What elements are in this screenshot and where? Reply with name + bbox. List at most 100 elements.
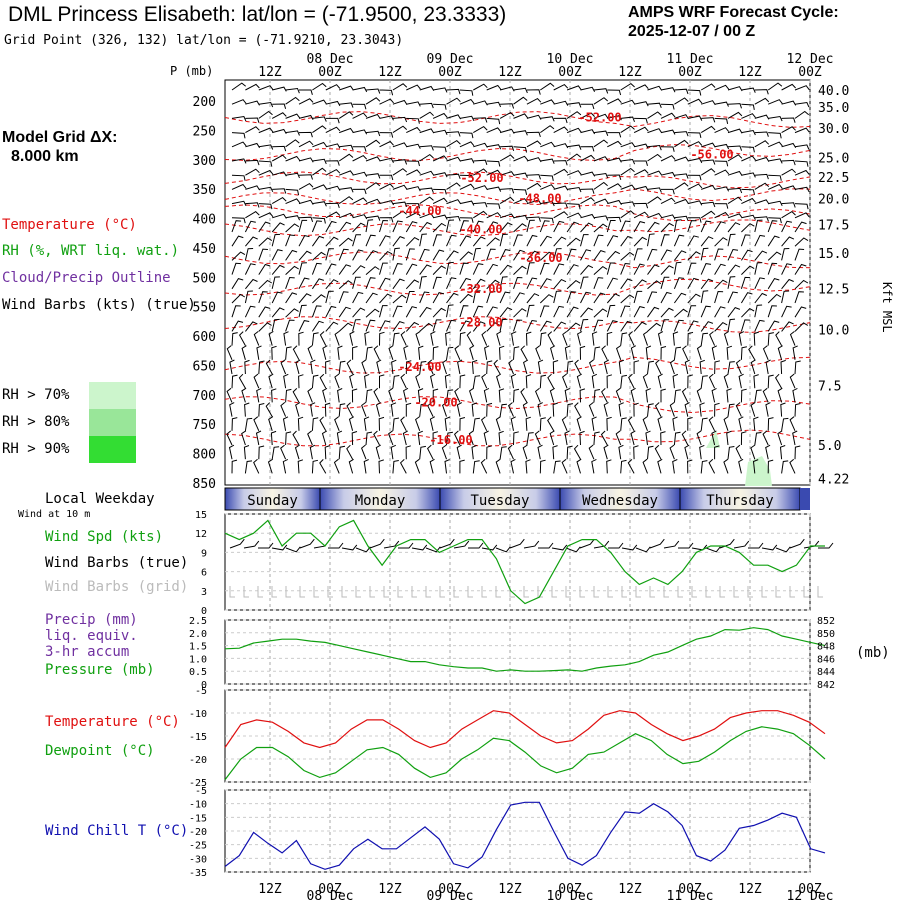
wind-barb <box>566 212 582 219</box>
wind-barb <box>781 126 796 134</box>
wind-barb <box>406 186 421 192</box>
wind-barb <box>660 388 666 403</box>
wind-barb <box>352 291 364 304</box>
wind-barb <box>311 262 322 275</box>
series-line <box>224 519 825 605</box>
wind-barb <box>765 402 771 417</box>
wind-barb <box>606 304 616 318</box>
wind-barb <box>633 84 649 91</box>
panel-frame <box>224 689 811 783</box>
wind-barb <box>723 458 729 474</box>
wind-barb <box>794 279 809 290</box>
wind-barb <box>472 263 484 275</box>
wind-barb <box>258 186 274 193</box>
wind-barb <box>403 345 409 360</box>
y-tick-label: -20 <box>189 827 207 838</box>
wind-barb <box>768 115 783 122</box>
wind-barb <box>726 388 732 403</box>
series-line <box>224 726 826 781</box>
wind-barb <box>312 99 328 105</box>
wind-barb <box>781 142 797 149</box>
wind-barb <box>618 402 624 417</box>
grid-wind-barb <box>285 586 291 598</box>
wind-barb <box>392 220 403 233</box>
top-hour-label: 12Z <box>618 65 642 80</box>
wind-barb <box>446 346 454 360</box>
wind-barb <box>298 98 314 105</box>
wind-barb <box>499 196 515 205</box>
wind-barb <box>513 346 520 360</box>
contour-label: -56.00 <box>690 147 733 161</box>
wind-barb <box>311 332 319 346</box>
top-hour-label: 12Z <box>378 65 402 80</box>
wind-barb <box>620 82 635 91</box>
top-hour-label: 12Z <box>498 65 522 80</box>
model-grid-value: 8.000 km <box>11 148 79 165</box>
wind-barb <box>499 307 513 318</box>
wind-barb <box>727 145 743 151</box>
height-tick-label: 40.0 <box>818 84 849 99</box>
wind-barb <box>486 160 501 167</box>
wind-barb <box>231 251 246 261</box>
grid-wind-barb <box>719 586 725 598</box>
wind-barb <box>310 402 316 417</box>
wind-barb <box>792 387 798 403</box>
wind-barb <box>647 196 662 205</box>
wind-barb <box>687 89 702 96</box>
wind-barb <box>579 388 586 403</box>
wind-barb <box>419 196 434 205</box>
wind-barb <box>699 402 705 417</box>
wind-barb <box>789 416 796 432</box>
wind-barb <box>453 430 461 446</box>
wind-barb <box>510 373 517 389</box>
wind-barb <box>338 280 353 290</box>
wind-barb <box>258 221 271 233</box>
wind-barb <box>339 170 354 176</box>
wind-barb <box>406 126 421 134</box>
wind-barb <box>593 431 600 446</box>
wind-barb <box>794 263 807 275</box>
wind-barb <box>348 458 354 474</box>
wind-barb <box>723 373 729 389</box>
wind-barb <box>607 157 622 163</box>
wind-barb <box>473 100 488 106</box>
wind-barb <box>513 214 528 221</box>
wind-barb <box>496 331 502 346</box>
wind-barb <box>403 387 409 403</box>
wind-barb <box>566 279 581 290</box>
wind-barb <box>231 332 238 346</box>
wind-barb <box>701 142 716 148</box>
wind-barb <box>311 374 319 389</box>
wind-barb <box>606 374 613 389</box>
wind-barb <box>414 458 421 474</box>
wind-barb <box>231 262 241 275</box>
wind-barb <box>593 113 609 119</box>
bottom-hour-label: 00Z <box>438 882 462 897</box>
wind-barb <box>673 431 681 446</box>
wind-barb <box>794 291 804 304</box>
wind-barb <box>231 174 246 181</box>
wind-barb <box>473 117 488 123</box>
grid-wind-barb <box>425 586 431 598</box>
wind-barb <box>419 306 432 318</box>
wind-barb <box>580 234 589 247</box>
wind-barb <box>271 318 280 332</box>
wind-barb <box>258 322 272 332</box>
height-tick-label: 15.0 <box>818 247 849 262</box>
wind-barb <box>351 431 358 446</box>
wind-barb <box>243 445 250 460</box>
wind-barb <box>244 263 256 275</box>
wind-barb <box>660 112 676 119</box>
wind-barb <box>647 233 655 247</box>
wind-barb <box>753 331 760 346</box>
wind-barb <box>547 331 555 346</box>
wind-barb <box>272 86 287 92</box>
y-tick-label: 0 <box>201 680 207 691</box>
wind-barb <box>781 185 797 191</box>
wind-barb <box>365 389 373 403</box>
wind-barb <box>379 132 394 138</box>
wind-barb <box>754 156 770 162</box>
wind-barb <box>508 359 514 375</box>
wind-barb <box>507 444 514 460</box>
wind-barb <box>714 248 724 261</box>
